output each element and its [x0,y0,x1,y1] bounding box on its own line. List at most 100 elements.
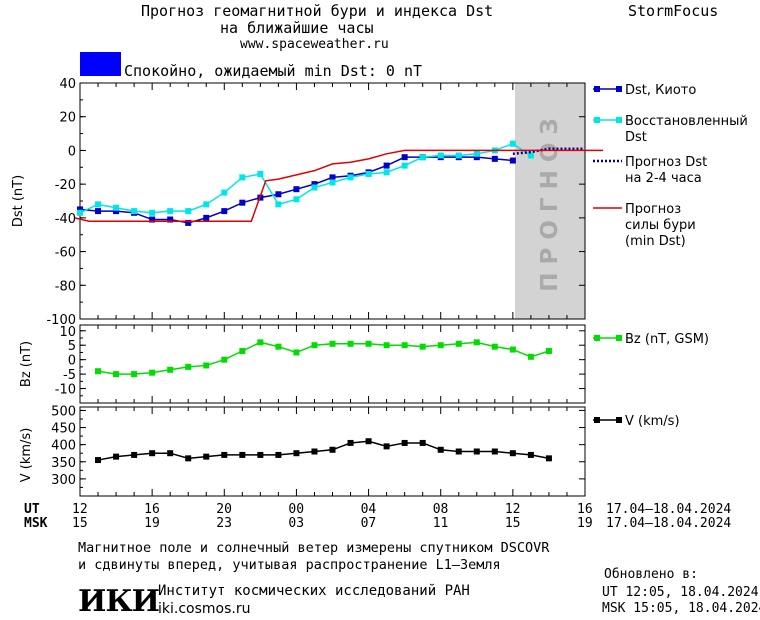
data-point [401,162,408,169]
updated-ut: UT 12:05, 18.04.2024 [602,585,759,600]
data-point [167,450,174,457]
data-point [383,169,390,176]
data-point [419,439,426,446]
data-point [185,455,192,462]
ut-tick-label: 00 [288,502,305,517]
data-point [365,171,372,178]
org-site[interactable]: iki.cosmos.ru [158,601,251,617]
data-point [329,174,336,181]
data-point [311,181,318,188]
y-tick-label: 350 [51,456,76,471]
y-tick-label: 500 [51,404,76,419]
data-point [203,362,210,369]
status-color-box [80,52,121,76]
data-point [167,366,174,373]
data-point [347,439,354,446]
legend-marker [594,117,600,123]
legend-marker [594,335,600,341]
data-point [437,446,444,453]
data-point [383,443,390,450]
legend-label: V (km/s) [625,414,680,429]
y-tick-label: -10 [55,383,76,398]
data-point [365,438,372,445]
data-point [293,196,300,203]
data-point [77,209,83,216]
data-point [509,450,516,457]
data-point [239,348,246,354]
data-point [221,208,228,215]
ut-tick-label: 12 [72,502,88,517]
data-point [419,343,426,350]
msk-date-range: 17.04–18.04.2024 [606,516,732,531]
data-point [329,340,336,347]
brand-label: StormFocus [628,2,719,20]
data-point [311,448,318,455]
ut-tick-label: 20 [216,502,232,517]
data-point [383,162,390,169]
data-point [95,208,102,215]
bz-axis-label: Bz (nT) [19,341,34,387]
forecast-zone [515,83,585,319]
data-point [113,453,120,460]
msk-tick-label: 23 [216,516,232,531]
updated-msk: MSK 15:05, 18.04.2024 [602,601,760,616]
data-point [401,439,408,446]
data-point [365,340,372,347]
data-point [95,368,102,375]
data-point [473,154,480,161]
data-point [329,179,336,186]
data-point [185,363,192,370]
data-point [203,453,210,460]
data-point [149,216,156,223]
legend-marker [616,86,622,92]
data-point [401,154,408,161]
site-url[interactable]: www.spaceweather.ru [240,37,389,52]
y-tick-label: 0 [68,144,76,159]
data-point [239,174,246,181]
data-point [311,342,318,349]
data-point [221,451,228,458]
v-axis-label: V (km/s) [19,428,34,483]
data-point [149,369,156,376]
data-point [131,208,138,215]
data-point [437,342,444,349]
data-point [491,343,498,350]
data-point [113,208,120,215]
y-tick-label: 0 [68,354,76,369]
dst-axis-label: Dst (nT) [11,175,26,227]
series-line [512,147,585,156]
y-tick-label: 450 [51,422,76,437]
data-point [167,208,174,215]
data-point [257,451,264,458]
data-point [149,209,156,216]
data-point [437,152,444,159]
ut-label: UT [24,502,40,517]
y-tick-label: 10 [59,325,76,340]
y-tick-label: 20 [59,111,76,126]
data-point [473,339,480,346]
series-line [74,149,604,222]
data-point [329,446,336,453]
data-point [527,353,534,360]
series-line [97,341,550,375]
ut-tick-label: 04 [360,502,377,517]
forecast-watermark: ПРОГНОЗ [537,110,563,291]
data-point [455,340,462,347]
data-point [257,339,264,346]
data-point [509,346,516,353]
data-point [545,348,552,354]
data-point [401,342,408,349]
data-point [275,451,282,458]
ut-tick-label: 16 [577,502,593,517]
data-point [95,201,102,208]
y-tick-label: 5 [68,339,76,354]
data-point [131,451,138,458]
title-line-1: Прогноз геомагнитной бури и индекса Dst [141,2,494,20]
data-point [527,152,534,159]
series-line [97,440,550,461]
data-point [221,189,228,196]
msk-tick-label: 11 [432,516,449,531]
data-point [491,155,498,162]
data-point [455,152,462,159]
data-point [455,448,462,455]
